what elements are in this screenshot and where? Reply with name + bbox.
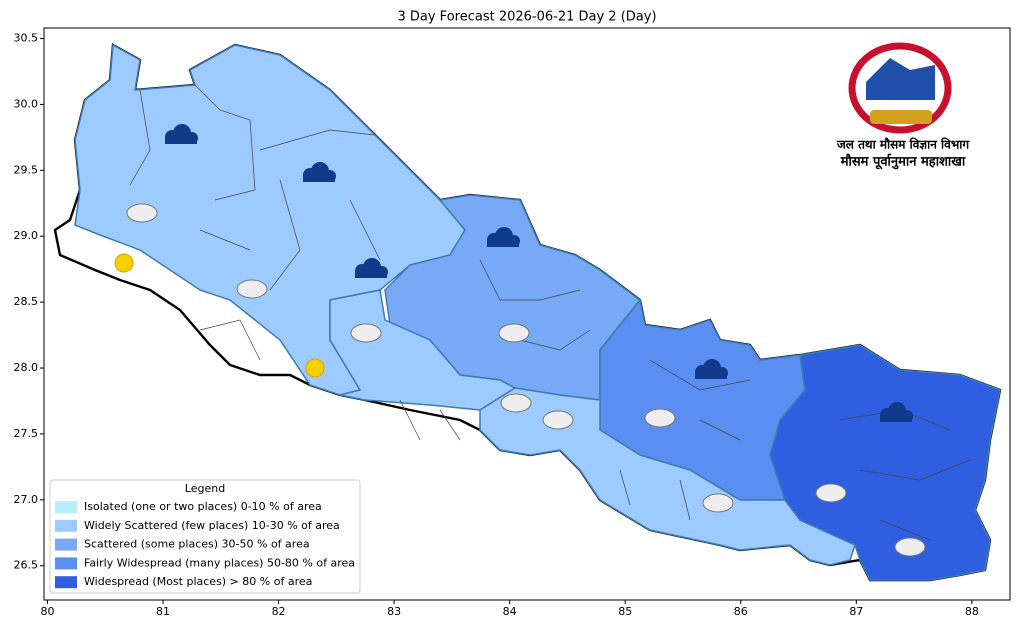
y-tick-label: 27.0	[14, 493, 39, 506]
map-title: 3 Day Forecast 2026-06-21 Day 2 (Day)	[397, 10, 656, 25]
x-tick-label: 88	[965, 605, 979, 618]
cloud-icon	[165, 124, 198, 144]
legend-label: Scattered (some places) 30-50 % of area	[84, 538, 310, 551]
cloud-icon	[695, 359, 728, 379]
x-tick-label: 83	[387, 605, 401, 618]
region-east-terai	[479, 387, 856, 566]
legend-swatch	[55, 557, 77, 570]
y-tick-label: 29.5	[14, 163, 39, 176]
logo-line1: जल तथा मौसम विज्ञान विभाग	[836, 138, 971, 152]
y-tick-label: 28.0	[14, 361, 39, 374]
y-tick-label: 30.5	[14, 32, 39, 45]
x-tick-label: 84	[503, 605, 517, 618]
legend-title: Legend	[185, 482, 225, 495]
region-far-east	[769, 344, 1001, 581]
x-tick-label: 82	[272, 605, 286, 618]
logo-line2: मौसम पूर्वानुमान महाशाखा	[840, 154, 966, 170]
legend-label: Widespread (Most places) > 80 % of area	[84, 575, 312, 588]
y-tick-label: 28.5	[14, 295, 39, 308]
legend-swatch	[55, 519, 77, 532]
legend-swatch	[55, 538, 77, 551]
x-tick-label: 85	[618, 605, 632, 618]
storm-icons	[126, 203, 926, 557]
cloud-icon	[303, 162, 336, 182]
cloud-icon	[487, 227, 520, 247]
y-tick-label: 30.0	[14, 97, 39, 110]
legend: Legend Isolated (one or two places) 0-10…	[49, 479, 361, 594]
x-tick-label: 87	[849, 605, 863, 618]
cloud-icon	[880, 402, 913, 422]
x-tick-label: 81	[156, 605, 170, 618]
sun-icon	[114, 253, 134, 273]
legend-label: Widely Scattered (few places) 10-30 % of…	[84, 519, 340, 532]
y-tick-label: 29.0	[14, 229, 39, 242]
weather-icons	[114, 124, 926, 557]
legend-label: Isolated (one or two places) 0-10 % of a…	[84, 500, 322, 513]
legend-swatch	[55, 576, 77, 589]
cloud-icon	[355, 258, 388, 278]
legend-box	[49, 479, 361, 594]
legend-swatch	[55, 501, 77, 513]
map	[53, 43, 1002, 582]
y-tick-label: 27.5	[14, 427, 39, 440]
legend-label: Fairly Widespread (many places) 50-80 % …	[84, 556, 355, 569]
sun-icon	[305, 358, 325, 378]
logo: जल तथा मौसम विज्ञान विभाग मौसम पूर्वानुम…	[836, 42, 971, 170]
y-tick-label: 26.5	[14, 559, 39, 572]
x-tick-label: 80	[40, 605, 54, 618]
x-tick-label: 86	[734, 605, 748, 618]
